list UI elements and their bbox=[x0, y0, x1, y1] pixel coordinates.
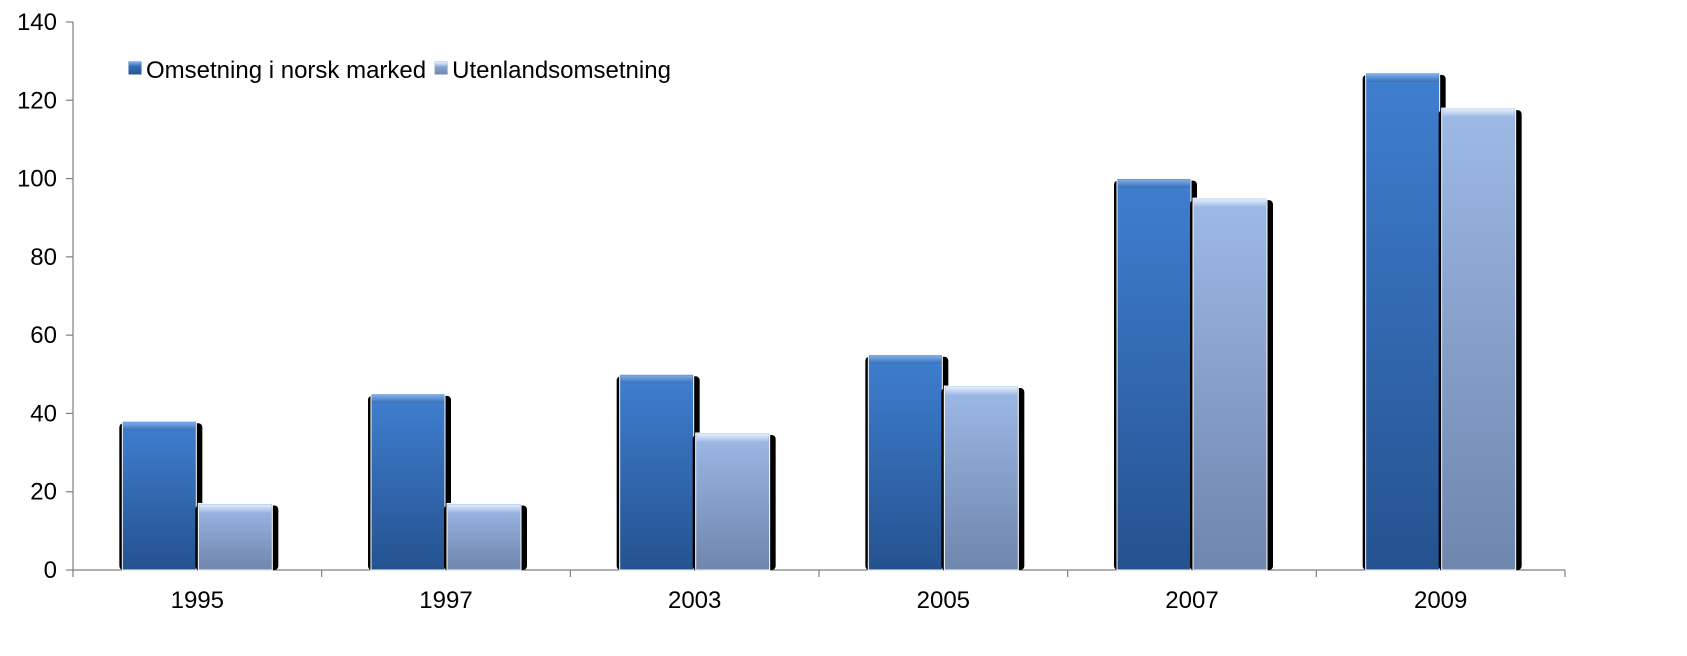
y-tick-label: 60 bbox=[30, 322, 57, 349]
x-tick-label: 2003 bbox=[668, 587, 721, 614]
bar bbox=[119, 420, 203, 571]
legend-swatch-cap bbox=[129, 62, 141, 66]
x-tick-label: 1997 bbox=[419, 587, 472, 614]
bar-cap bbox=[696, 434, 769, 442]
bar bbox=[692, 432, 776, 571]
x-axis: 1995 1997 2003 2005 2007 2009 bbox=[72, 569, 1566, 614]
bar-body bbox=[619, 373, 695, 571]
bar-cap bbox=[945, 387, 1018, 396]
y-tick-label: 80 bbox=[30, 244, 57, 271]
legend-label: Utenlandsomsetning bbox=[452, 57, 671, 84]
bar bbox=[941, 385, 1025, 571]
bar-cap bbox=[1366, 73, 1439, 82]
x-tick-label: 2007 bbox=[1165, 587, 1218, 614]
x-tick-label: 1995 bbox=[171, 587, 224, 614]
y-tick-label: 140 bbox=[17, 9, 57, 36]
x-tick-label: 2005 bbox=[917, 587, 970, 614]
bar-body bbox=[1441, 107, 1517, 571]
bar-body bbox=[867, 354, 943, 571]
bar-body bbox=[943, 385, 1019, 571]
bar-body bbox=[695, 432, 771, 571]
bar-body bbox=[446, 502, 522, 571]
bar bbox=[444, 502, 527, 571]
bar-cap bbox=[372, 394, 444, 403]
y-tick-label: 20 bbox=[30, 479, 57, 506]
bar-body bbox=[197, 502, 273, 571]
bars bbox=[119, 72, 1522, 571]
bar-body bbox=[370, 393, 446, 571]
bar-body bbox=[1116, 178, 1192, 571]
bar bbox=[1190, 197, 1273, 571]
bar-cap bbox=[620, 375, 693, 384]
bar bbox=[1114, 178, 1197, 571]
x-tick-label: 2009 bbox=[1414, 587, 1467, 614]
y-tick-label: 0 bbox=[44, 557, 57, 584]
bar-cap bbox=[869, 355, 942, 364]
bar-body bbox=[121, 420, 197, 571]
legend: Omsetning i norsk marked Utenlandsomsetni… bbox=[127, 57, 671, 84]
bar-cap bbox=[448, 504, 520, 513]
bar bbox=[1362, 72, 1446, 571]
legend-item: Omsetning i norsk marked bbox=[127, 57, 426, 84]
bar bbox=[1438, 107, 1522, 571]
y-tick-label: 40 bbox=[30, 400, 57, 427]
bar bbox=[616, 373, 700, 571]
y-tick-label: 120 bbox=[17, 87, 57, 114]
bar-cap bbox=[1118, 179, 1190, 188]
bar-body bbox=[1192, 197, 1268, 571]
legend-label: Omsetning i norsk marked bbox=[146, 57, 426, 84]
bar-cap bbox=[123, 422, 196, 431]
bar-cap bbox=[199, 504, 272, 513]
y-axis: 0 20 40 60 80 100 120 140 bbox=[17, 9, 74, 584]
bar bbox=[195, 502, 279, 571]
legend-swatch-cap bbox=[435, 62, 448, 66]
bar-cap bbox=[1442, 109, 1515, 118]
legend-item: Utenlandsomsetning bbox=[433, 57, 671, 84]
bar bbox=[865, 354, 949, 571]
bar bbox=[368, 393, 451, 571]
bar-cap bbox=[1194, 199, 1266, 208]
y-tick-label: 100 bbox=[17, 166, 57, 193]
bar-body bbox=[1365, 72, 1441, 571]
